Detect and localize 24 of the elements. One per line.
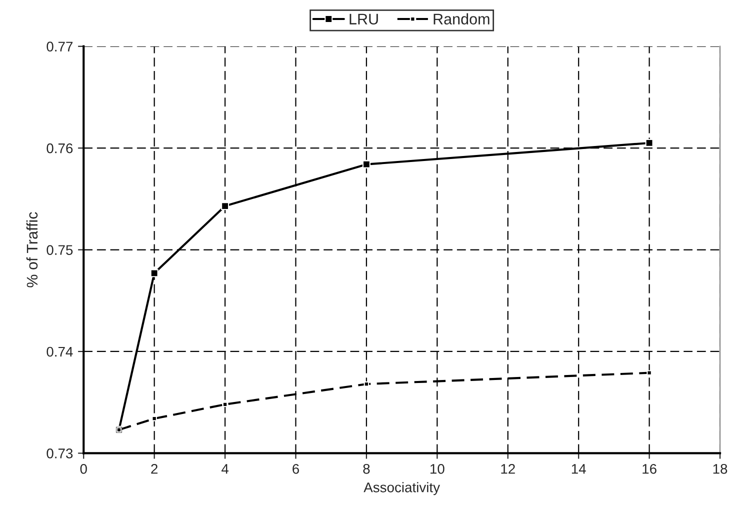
- point: [645, 138, 654, 147]
- x-axis-title: Associativity: [364, 482, 440, 496]
- x-tick-label: 12: [501, 464, 515, 474]
- point: [150, 269, 158, 278]
- point: [221, 202, 230, 210]
- x-tick-label: 18: [713, 464, 728, 474]
- y-tick-label: 0.75: [46, 245, 73, 255]
- x-tick-label: 8: [363, 464, 370, 474]
- x-tick-label: 0: [80, 464, 87, 474]
- x-tick-label: 10: [430, 464, 444, 474]
- legend-label: Random: [434, 13, 490, 24]
- y-axis-title: % of Traffic: [26, 212, 38, 288]
- legend-label: LRU: [350, 14, 378, 24]
- y-tick-label: 0.74: [46, 346, 73, 357]
- y-tick-label: 0.77: [46, 42, 73, 52]
- x-tick-label: 16: [642, 464, 656, 474]
- point: [362, 160, 370, 168]
- y-tick-label: 0.73: [46, 448, 73, 458]
- y-tick-label: 0.76: [46, 143, 73, 154]
- x-tick-label: 14: [572, 464, 586, 474]
- x-tick-label: 2: [151, 464, 158, 474]
- x-tick-label: 4: [222, 464, 228, 474]
- x-tick-label: 6: [292, 464, 300, 474]
- point: [364, 381, 370, 387]
